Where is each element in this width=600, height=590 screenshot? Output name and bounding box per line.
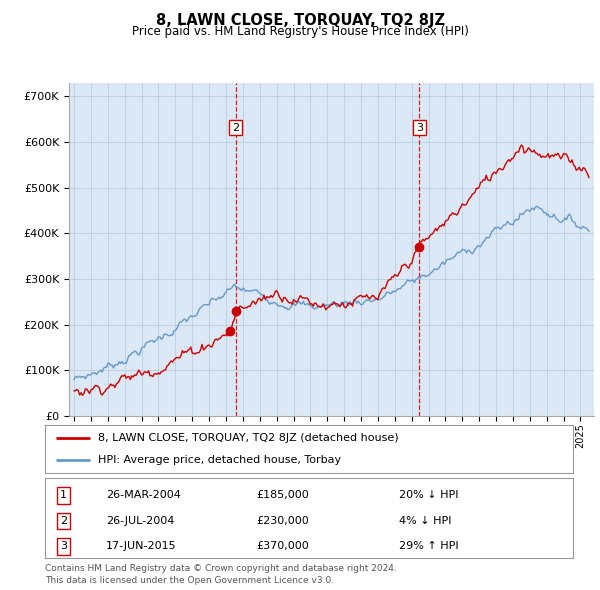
Text: 1: 1	[60, 490, 67, 500]
Text: £230,000: £230,000	[256, 516, 309, 526]
Text: 4% ↓ HPI: 4% ↓ HPI	[399, 516, 451, 526]
Text: HPI: Average price, detached house, Torbay: HPI: Average price, detached house, Torb…	[98, 455, 341, 465]
Text: £185,000: £185,000	[256, 490, 309, 500]
Text: 8, LAWN CLOSE, TORQUAY, TQ2 8JZ (detached house): 8, LAWN CLOSE, TORQUAY, TQ2 8JZ (detache…	[98, 433, 398, 443]
Text: 26-JUL-2004: 26-JUL-2004	[106, 516, 174, 526]
Text: 3: 3	[60, 542, 67, 552]
Text: 20% ↓ HPI: 20% ↓ HPI	[399, 490, 458, 500]
Text: 2: 2	[60, 516, 67, 526]
Text: This data is licensed under the Open Government Licence v3.0.: This data is licensed under the Open Gov…	[45, 576, 334, 585]
Text: 8, LAWN CLOSE, TORQUAY, TQ2 8JZ: 8, LAWN CLOSE, TORQUAY, TQ2 8JZ	[155, 13, 445, 28]
Text: 17-JUN-2015: 17-JUN-2015	[106, 542, 176, 552]
Text: Price paid vs. HM Land Registry's House Price Index (HPI): Price paid vs. HM Land Registry's House …	[131, 25, 469, 38]
Text: £370,000: £370,000	[256, 542, 309, 552]
Text: Contains HM Land Registry data © Crown copyright and database right 2024.: Contains HM Land Registry data © Crown c…	[45, 564, 397, 573]
Text: 26-MAR-2004: 26-MAR-2004	[106, 490, 181, 500]
Text: 3: 3	[416, 123, 423, 133]
Text: 2: 2	[232, 123, 239, 133]
Text: 29% ↑ HPI: 29% ↑ HPI	[399, 542, 458, 552]
